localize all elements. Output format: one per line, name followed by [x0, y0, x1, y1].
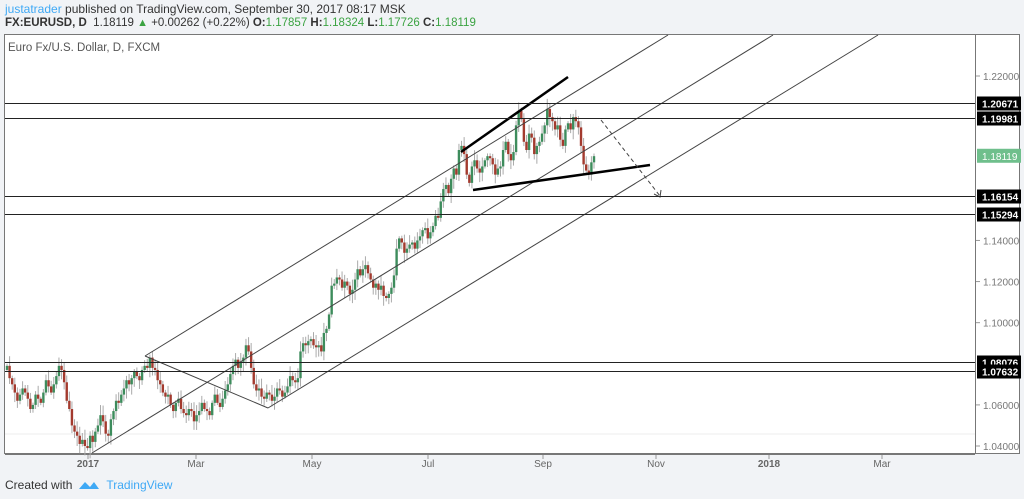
created-with-text: Created with — [5, 478, 73, 492]
x-tick-label: Mar — [873, 459, 891, 470]
pitchfork-handle-line — [144, 355, 269, 409]
low-value: 1.17726 — [378, 17, 420, 29]
x-tick-label: Nov — [647, 459, 665, 470]
y-tick-label: 1.04000 — [983, 442, 1020, 453]
author-link[interactable]: justatrader — [5, 2, 62, 16]
tradingview-link[interactable]: TradingView — [106, 478, 173, 492]
published-text: published on TradingView.com, September … — [65, 2, 406, 16]
publish-info: justatrader published on TradingView.com… — [5, 2, 406, 16]
x-tick-label: 2017 — [77, 459, 100, 470]
level-price-label: 1.16154 — [982, 193, 1019, 204]
y-tick-label: 1.22000 — [983, 72, 1020, 83]
channel-median-line — [91, 34, 774, 454]
level-price-label: 1.07632 — [982, 368, 1019, 379]
x-tick-label: 2018 — [758, 459, 781, 470]
level-price-label: 1.08076 — [982, 359, 1019, 370]
y-tick-label: 1.14000 — [983, 236, 1020, 247]
symbol-label: FX:EURUSD, D — [5, 17, 87, 29]
low-label: L: — [367, 17, 379, 29]
x-tick-label: Sep — [534, 459, 552, 470]
footer: Created with TradingView — [5, 478, 172, 492]
y-tick-label: 1.06000 — [983, 401, 1020, 412]
level-price-label: 1.15294 — [982, 211, 1019, 222]
up-arrow-icon: ▲ — [137, 17, 148, 29]
last-price: 1.18119 — [93, 17, 134, 29]
tradingview-logo-icon — [79, 482, 100, 489]
x-tick-label: Mar — [187, 459, 205, 470]
projection-dashed-arrow — [600, 119, 661, 197]
support-trendline — [472, 163, 651, 192]
level-price-label: 1.19981 — [982, 115, 1019, 126]
high-label: H: — [310, 17, 323, 29]
y-tick-label: 1.12000 — [983, 278, 1020, 289]
symbol-info-bar: FX:EURUSD, D 1.18119 ▲ +0.00262 (+0.22%)… — [5, 17, 476, 29]
channel-lower-line — [267, 34, 879, 409]
close-value: 1.18119 — [435, 17, 476, 29]
channel-upper-line — [144, 34, 669, 357]
high-value: 1.18324 — [322, 17, 365, 29]
price-change: +0.00262 (+0.22%) — [151, 17, 250, 29]
resistance-trendline — [460, 75, 569, 154]
x-tick-label: May — [303, 459, 322, 470]
last-price-label: 1.18119 — [982, 152, 1018, 163]
chart-legend: Euro Fx/U.S. Dollar, D, FXCM — [8, 42, 161, 54]
x-tick-label: Jul — [422, 459, 435, 470]
level-price-label: 1.20671 — [982, 100, 1019, 111]
open-value: 1.17857 — [265, 17, 308, 29]
y-tick-label: 1.10000 — [983, 319, 1020, 330]
close-label: C: — [422, 17, 436, 29]
open-label: O: — [252, 17, 266, 29]
